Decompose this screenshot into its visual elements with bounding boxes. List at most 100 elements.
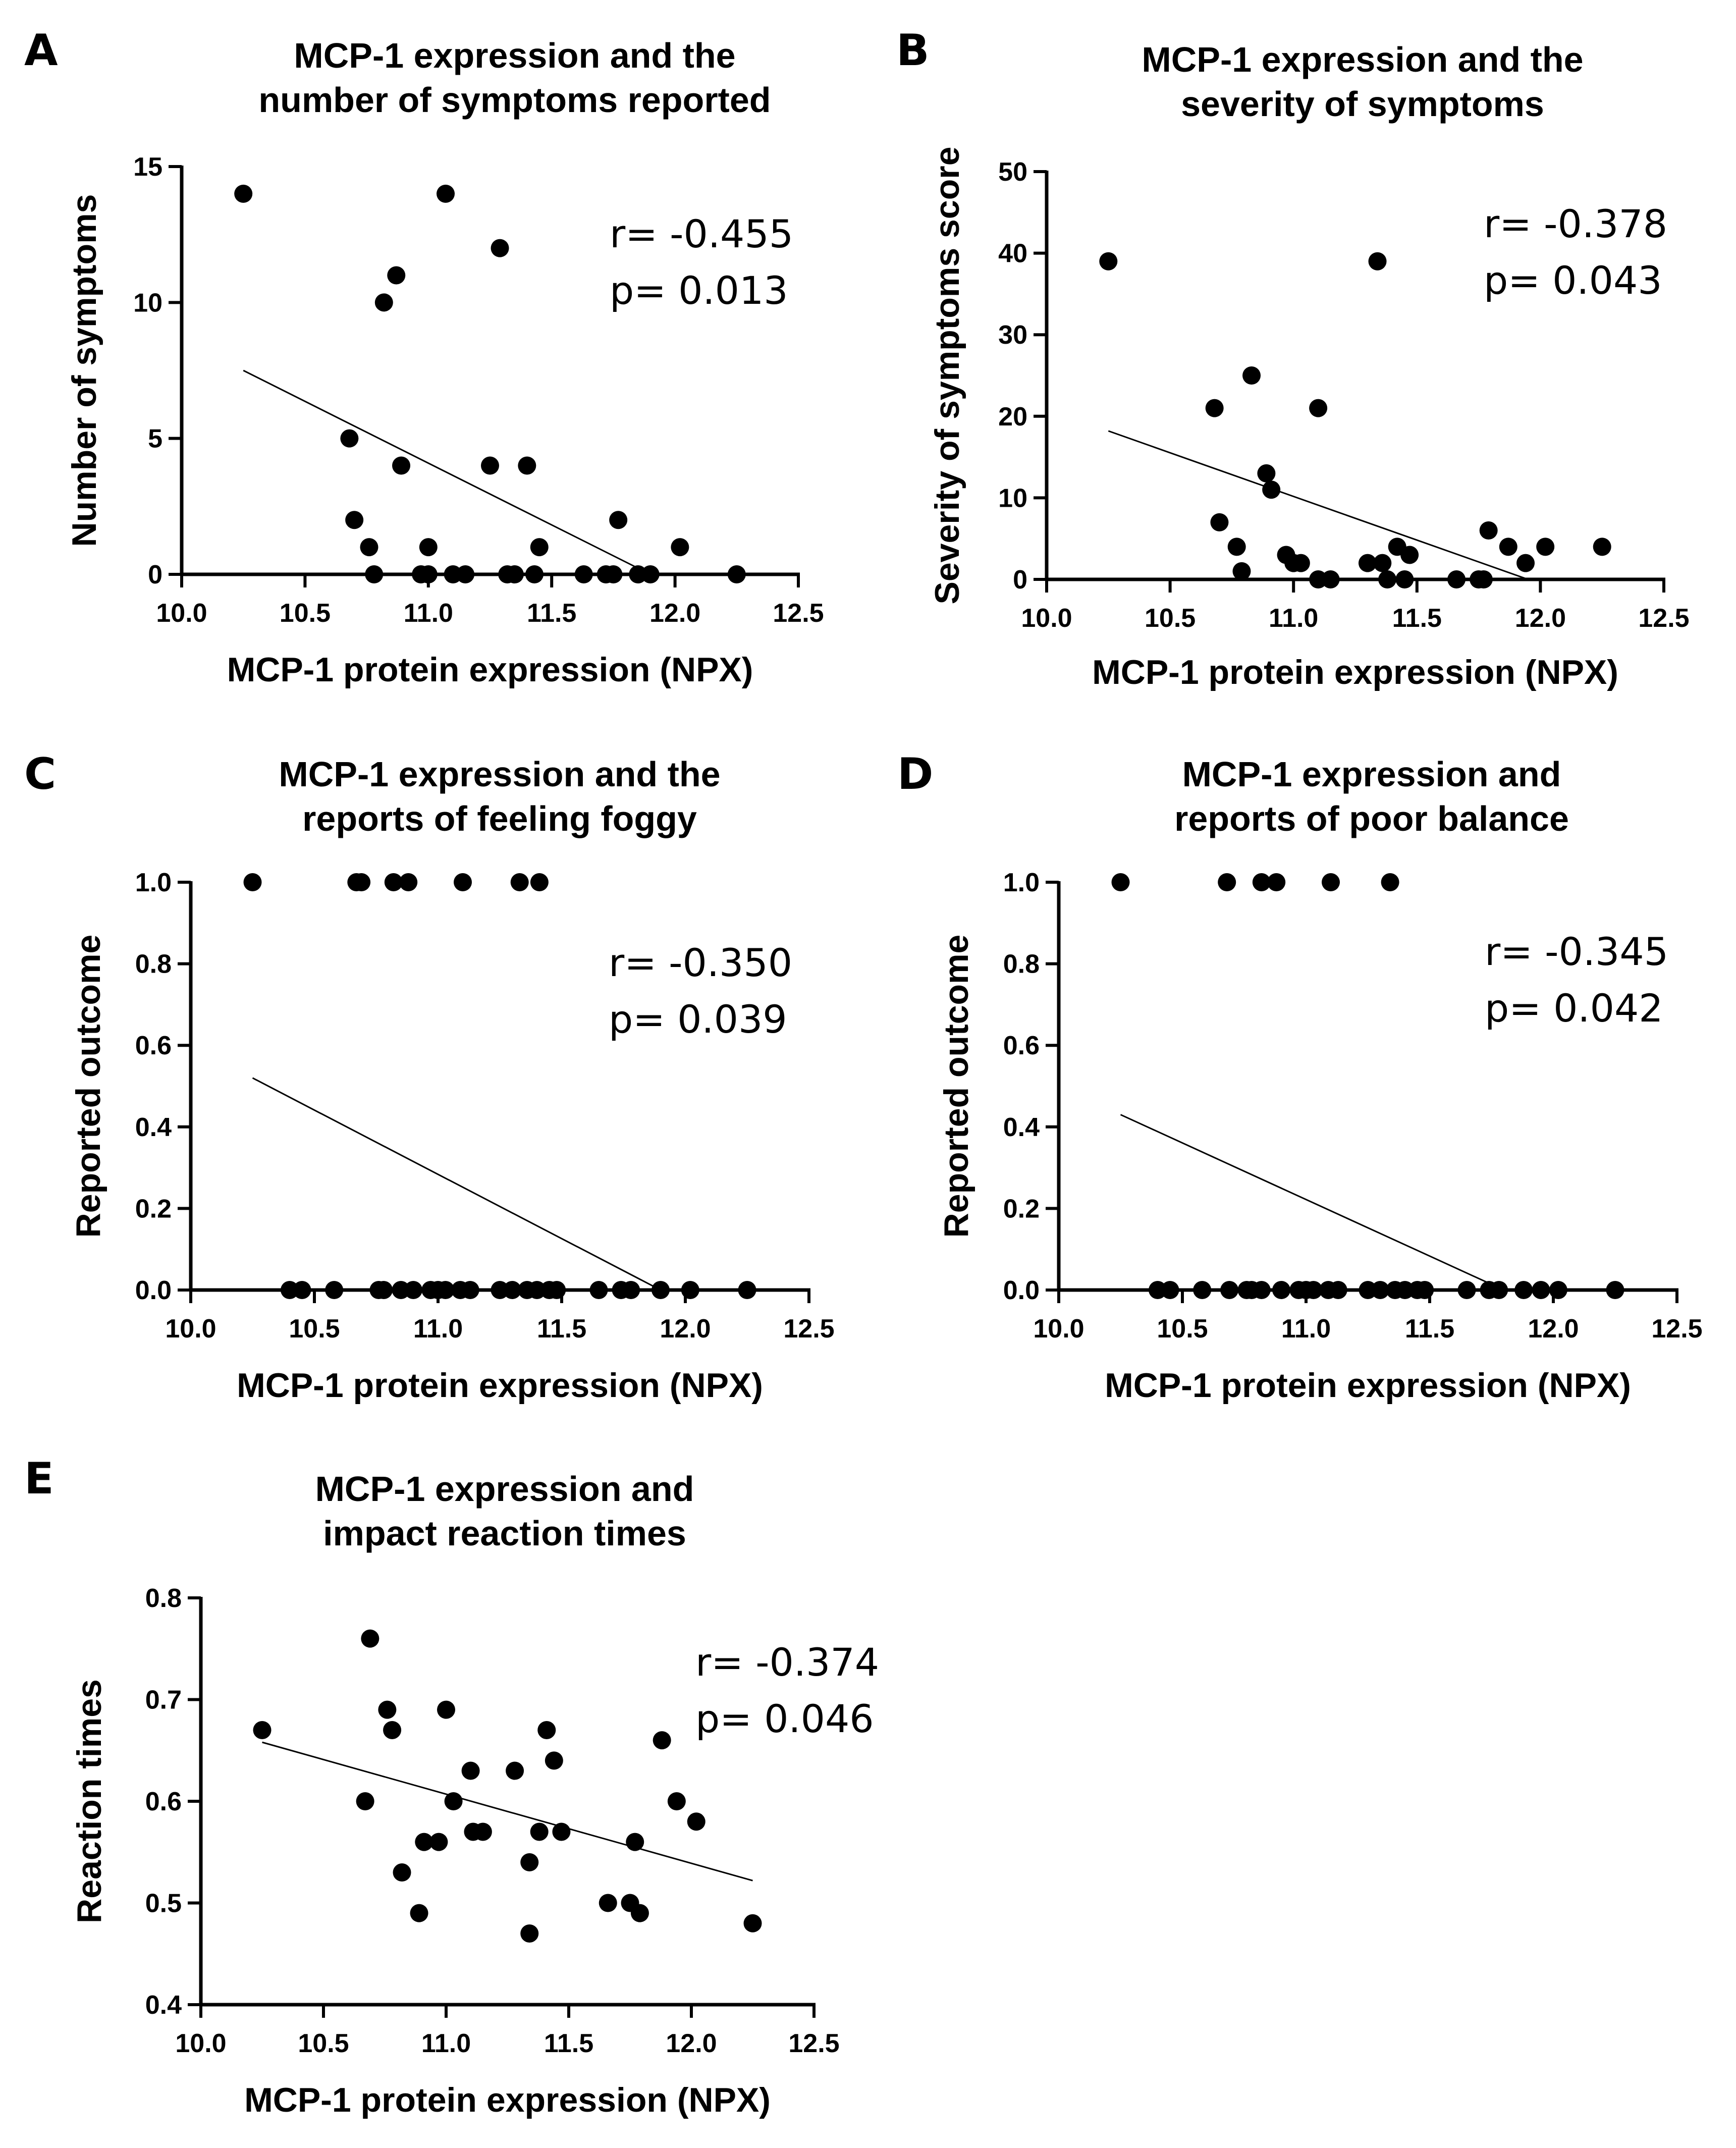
data-point bbox=[352, 873, 371, 891]
x-tick-label: 11.5 bbox=[544, 2029, 593, 2058]
y-tick-label: 0.6 bbox=[1003, 1031, 1040, 1060]
correlation-r: r= -0.374 bbox=[695, 1640, 880, 1685]
stats-annotation: r= -0.455 p= 0.013 bbox=[610, 206, 793, 319]
y-tick-label: 0.7 bbox=[145, 1686, 182, 1715]
data-point bbox=[1242, 366, 1261, 385]
x-tick-label: 12.0 bbox=[1528, 1314, 1579, 1344]
data-point bbox=[1549, 1281, 1567, 1299]
chart-title-line: impact reaction times bbox=[323, 1514, 686, 1553]
data-point bbox=[392, 456, 411, 475]
data-point bbox=[1252, 1281, 1271, 1299]
x-tick-label: 10.0 bbox=[1033, 1314, 1084, 1344]
y-tick-label: 0.4 bbox=[135, 1113, 172, 1142]
data-point bbox=[360, 538, 378, 557]
x-tick-label: 12.0 bbox=[666, 2029, 717, 2058]
y-tick-label: 1.0 bbox=[135, 868, 172, 897]
y-axis-label: Reported outcome bbox=[937, 935, 975, 1238]
y-tick-label: 0.6 bbox=[135, 1031, 172, 1060]
x-tick-label: 12.5 bbox=[783, 1314, 834, 1344]
data-point bbox=[429, 1833, 448, 1851]
data-point bbox=[1447, 570, 1466, 588]
data-point bbox=[1457, 1281, 1476, 1299]
x-tick-label: 10.5 bbox=[1145, 604, 1196, 633]
x-tick-label: 10.5 bbox=[298, 2029, 349, 2058]
regression-line bbox=[243, 369, 651, 575]
data-point bbox=[454, 873, 472, 891]
data-point bbox=[361, 1629, 379, 1648]
x-tick-label: 11.5 bbox=[1405, 1314, 1454, 1344]
data-point bbox=[1593, 538, 1611, 556]
chart-title: MCP-1 expression and the number of sympt… bbox=[161, 33, 868, 122]
chart-title-line: reports of feeling foggy bbox=[302, 799, 697, 838]
x-tick-label: 11.0 bbox=[1269, 604, 1318, 633]
data-point bbox=[525, 565, 544, 583]
data-point bbox=[415, 1833, 433, 1851]
chart-title-line: severity of symptoms bbox=[1181, 84, 1544, 124]
data-point bbox=[1220, 1281, 1239, 1299]
x-tick-label: 10.5 bbox=[1157, 1314, 1208, 1344]
y-tick-label: 0.4 bbox=[145, 1991, 182, 2020]
data-point bbox=[393, 1863, 411, 1882]
data-point bbox=[1606, 1281, 1624, 1299]
data-point bbox=[481, 456, 499, 475]
y-axis-label: Reaction times bbox=[70, 1679, 108, 1923]
chart-title-line: MCP-1 expression and the bbox=[279, 755, 721, 794]
data-point bbox=[1205, 399, 1224, 417]
y-tick-label: 10 bbox=[998, 484, 1027, 513]
x-tick-label: 10.5 bbox=[280, 599, 331, 628]
data-point bbox=[727, 565, 746, 583]
data-point bbox=[419, 565, 438, 583]
data-point bbox=[1474, 570, 1493, 588]
data-point bbox=[574, 565, 593, 583]
data-point bbox=[520, 1853, 539, 1871]
x-tick-label: 10.0 bbox=[156, 599, 207, 628]
chart-title: MCP-1 expression and the reports of feel… bbox=[146, 752, 853, 841]
data-point bbox=[253, 1721, 272, 1739]
y-tick-label: 50 bbox=[998, 157, 1027, 187]
data-point bbox=[1267, 873, 1286, 891]
data-point bbox=[503, 1281, 521, 1299]
data-point bbox=[1321, 570, 1340, 588]
y-tick-label: 40 bbox=[998, 239, 1027, 268]
data-point bbox=[293, 1281, 311, 1299]
data-point bbox=[552, 1822, 571, 1841]
stats-annotation: r= -0.374 p= 0.046 bbox=[695, 1634, 879, 1747]
data-point bbox=[383, 1721, 402, 1739]
data-point bbox=[1161, 1281, 1179, 1299]
data-point bbox=[461, 1281, 479, 1299]
x-axis-label: MCP-1 protein expression (NPX) bbox=[244, 2081, 771, 2119]
chart-title: MCP-1 expression and the severity of sym… bbox=[1009, 37, 1716, 126]
x-tick-label: 12.5 bbox=[1638, 604, 1689, 633]
y-axis-label: Reported outcome bbox=[69, 935, 107, 1238]
data-point bbox=[356, 1792, 374, 1810]
data-point bbox=[653, 1731, 671, 1750]
data-point bbox=[1232, 562, 1251, 580]
data-point bbox=[461, 1761, 480, 1780]
data-point bbox=[681, 1281, 699, 1299]
data-point bbox=[1499, 538, 1517, 556]
data-point bbox=[1257, 464, 1276, 482]
chart-title-line: MCP-1 expression and the bbox=[294, 36, 736, 75]
stats-annotation: r= -0.350 p= 0.039 bbox=[609, 935, 792, 1048]
data-point bbox=[365, 565, 384, 583]
data-point bbox=[1111, 873, 1130, 891]
data-point bbox=[1193, 1281, 1212, 1299]
data-point bbox=[340, 429, 359, 448]
p-value: p= 0.046 bbox=[695, 1696, 874, 1741]
data-point bbox=[738, 1281, 756, 1299]
x-tick-label: 11.0 bbox=[413, 1314, 463, 1344]
data-point bbox=[1516, 554, 1535, 572]
y-tick-label: 0 bbox=[148, 560, 162, 589]
regression-line bbox=[262, 1741, 753, 1882]
x-tick-label: 11.0 bbox=[421, 2029, 471, 2058]
data-point bbox=[548, 1281, 566, 1299]
data-point bbox=[641, 565, 660, 583]
panel-letter: A bbox=[24, 25, 58, 76]
data-point bbox=[687, 1812, 706, 1831]
y-tick-label: 5 bbox=[148, 424, 162, 454]
data-point bbox=[1272, 1281, 1290, 1299]
data-point bbox=[437, 1700, 455, 1719]
data-point bbox=[491, 239, 509, 257]
data-point bbox=[545, 1751, 563, 1770]
